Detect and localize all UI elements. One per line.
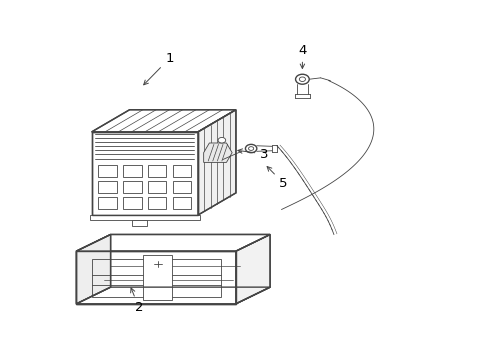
Text: 1: 1 [144, 52, 174, 85]
Polygon shape [98, 197, 117, 209]
Polygon shape [76, 234, 111, 304]
Polygon shape [132, 220, 147, 226]
Text: 2: 2 [131, 288, 144, 314]
Text: 5: 5 [267, 167, 288, 190]
Polygon shape [98, 165, 117, 176]
Polygon shape [123, 165, 142, 176]
Polygon shape [123, 197, 142, 209]
Polygon shape [148, 181, 167, 193]
Polygon shape [98, 181, 117, 193]
Polygon shape [204, 143, 232, 162]
Polygon shape [92, 132, 198, 215]
Polygon shape [148, 165, 167, 176]
Polygon shape [76, 251, 236, 304]
Polygon shape [76, 234, 270, 251]
Text: 4: 4 [298, 44, 307, 68]
Polygon shape [172, 165, 191, 176]
Polygon shape [123, 181, 142, 193]
Polygon shape [90, 215, 200, 220]
Polygon shape [76, 287, 270, 304]
Polygon shape [148, 197, 167, 209]
Polygon shape [144, 255, 172, 300]
Text: 3: 3 [238, 148, 269, 161]
Polygon shape [92, 110, 236, 132]
Circle shape [245, 144, 257, 153]
Polygon shape [172, 197, 191, 209]
Circle shape [218, 138, 226, 143]
Circle shape [295, 74, 309, 84]
Polygon shape [198, 110, 236, 215]
Polygon shape [236, 234, 270, 304]
Polygon shape [172, 181, 191, 193]
